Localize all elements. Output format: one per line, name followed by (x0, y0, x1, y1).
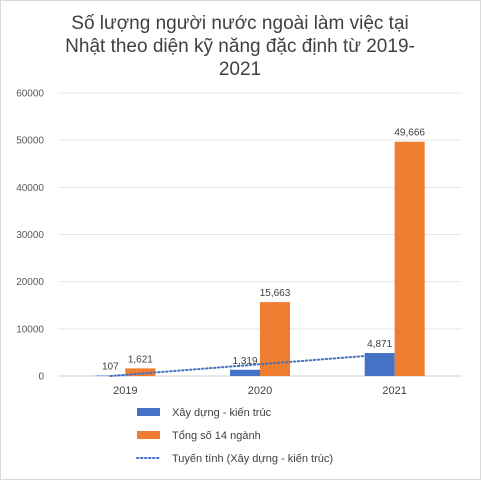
trendline-path (109, 353, 381, 377)
y-tick-label: 60000 (16, 89, 44, 100)
chart-title-line: Số lượng người nước ngoài làm việc tại (71, 13, 408, 34)
x-axis: 2019 2020 2021 (113, 385, 407, 397)
bar (364, 353, 395, 376)
x-tick-label: 2021 (382, 385, 406, 397)
chart-title: Số lượng người nước ngoài làm việc tại N… (65, 13, 415, 80)
x-tick-label: 2019 (113, 385, 137, 397)
y-tick-label: 50000 (16, 136, 44, 147)
legend-swatch (137, 431, 160, 439)
trendline (109, 353, 381, 377)
data-label: 49,666 (394, 128, 425, 139)
y-tick-label: 0 (38, 372, 44, 383)
bar (125, 368, 156, 376)
y-tick-label: 40000 (16, 183, 44, 194)
chart-title-line: Nhật theo diện kỹ năng đặc định từ 2019- (65, 36, 415, 57)
data-labels: 107 1,621 1,319 15,663 4,871 49,666 (102, 128, 425, 373)
legend: Xây dựng - kiến trúc Tổng số 14 ngành Tuyế… (136, 407, 333, 465)
legend-label: Xây dựng - kiến trúc (172, 407, 272, 419)
x-tick-label: 2020 (248, 385, 272, 397)
bars (95, 141, 425, 377)
y-axis: 0 10000 20000 30000 40000 50000 60000 (16, 89, 44, 383)
bar (260, 302, 290, 376)
y-tick-label: 10000 (16, 324, 44, 335)
legend-swatch (137, 408, 160, 416)
legend-label: Tuyến tính (Xây dựng - kiến trúc) (172, 453, 333, 465)
y-tick-label: 20000 (16, 277, 44, 288)
bar (394, 141, 425, 376)
data-label: 1,319 (232, 356, 257, 367)
data-label: 107 (102, 361, 119, 372)
y-tick-label: 30000 (16, 230, 44, 241)
data-label: 4,871 (367, 339, 392, 350)
data-label: 15,663 (260, 288, 291, 299)
data-label: 1,621 (128, 354, 153, 365)
bar (230, 369, 260, 376)
chart-title-line: 2021 (219, 59, 261, 80)
legend-label: Tổng số 14 ngành (172, 430, 261, 442)
